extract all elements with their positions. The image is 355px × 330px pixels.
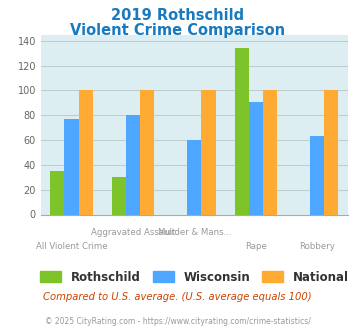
Bar — [249, 102, 263, 214]
Bar — [263, 90, 277, 214]
Text: © 2025 CityRating.com - https://www.cityrating.com/crime-statistics/: © 2025 CityRating.com - https://www.city… — [45, 317, 310, 326]
Bar — [65, 119, 78, 214]
Text: 2019 Rothschild: 2019 Rothschild — [111, 8, 244, 23]
Bar — [310, 136, 324, 214]
Text: Robbery: Robbery — [299, 242, 335, 251]
Text: Aggravated Assault: Aggravated Assault — [91, 228, 175, 237]
Text: Rape: Rape — [245, 242, 267, 251]
Bar — [50, 171, 65, 214]
Text: Compared to U.S. average. (U.S. average equals 100): Compared to U.S. average. (U.S. average … — [43, 292, 312, 302]
Bar — [78, 90, 93, 214]
Bar — [140, 90, 154, 214]
Bar — [235, 48, 249, 214]
Bar — [187, 140, 201, 214]
Text: Murder & Mans...: Murder & Mans... — [158, 228, 231, 237]
Bar — [112, 177, 126, 214]
Text: All Violent Crime: All Violent Crime — [36, 242, 107, 251]
Bar — [201, 90, 215, 214]
Bar — [324, 90, 338, 214]
Text: Violent Crime Comparison: Violent Crime Comparison — [70, 23, 285, 38]
Bar — [126, 115, 140, 214]
Legend: Rothschild, Wisconsin, National: Rothschild, Wisconsin, National — [40, 271, 349, 284]
